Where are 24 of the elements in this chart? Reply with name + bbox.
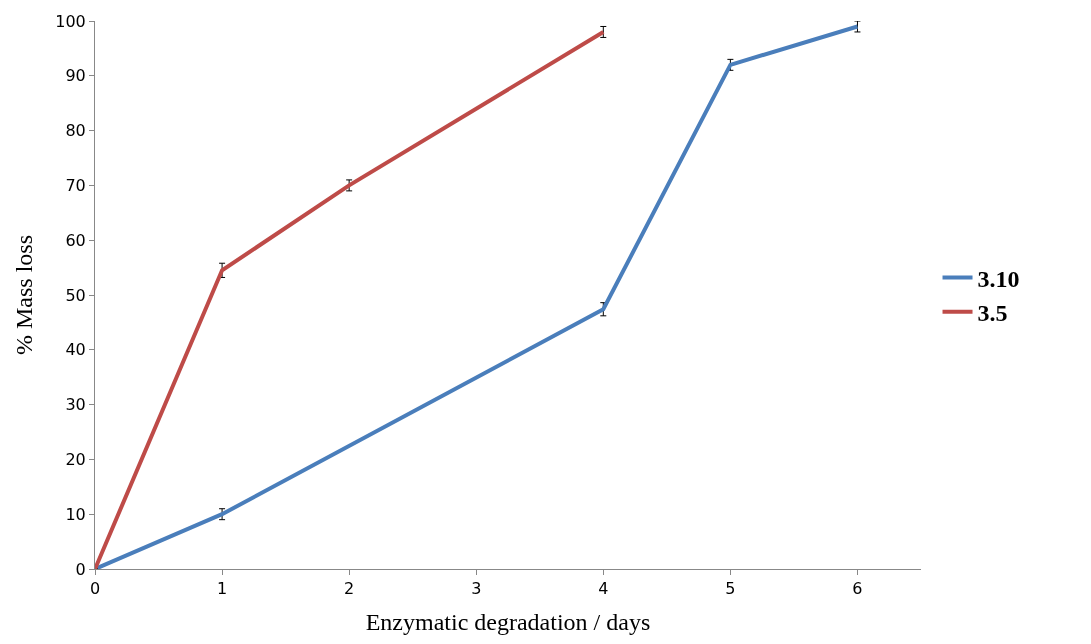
legend-label: 3.5	[977, 300, 1008, 327]
y-tick-label: 30	[65, 395, 86, 415]
x-tick-label: 2	[344, 579, 355, 599]
y-tick-label: 20	[65, 450, 86, 469]
line-series	[95, 29, 606, 569]
y-tick-label: 10	[65, 504, 86, 524]
x-tick-label: 0	[89, 579, 101, 599]
x-tick-label: 4	[598, 579, 609, 599]
legend-label: 3.10	[977, 265, 1020, 292]
x-tick-label: 6	[852, 579, 863, 599]
y-tick-label: 40	[65, 340, 86, 360]
y-tick-label: 60	[65, 230, 86, 250]
y-tick-label: 0	[75, 559, 86, 579]
x-tick-label: 1	[216, 579, 228, 599]
y-axis-title: % Mass loss	[11, 234, 38, 356]
y-tick-label: 80	[65, 121, 86, 141]
line-series	[95, 24, 860, 569]
y-tick-label: 50	[65, 285, 86, 305]
x-axis-title: Enzymatic degradation / days	[365, 608, 651, 635]
x-tick-label: 5	[725, 579, 736, 599]
x-tick-label: 3	[471, 579, 482, 599]
y-tick-label: 70	[65, 176, 86, 195]
y-tick-label: 100	[55, 11, 86, 31]
y-tick-label: 90	[65, 66, 86, 86]
